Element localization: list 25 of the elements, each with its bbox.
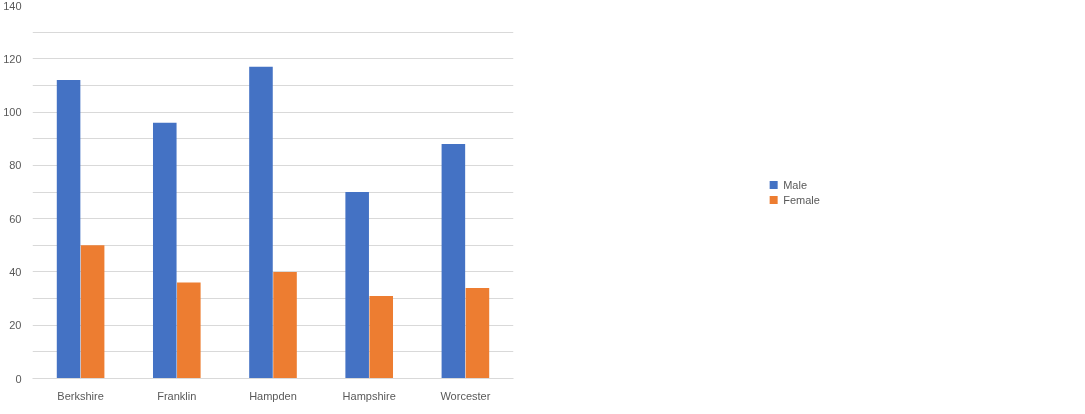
bar <box>441 144 466 379</box>
y-tick-label: 60 <box>9 212 22 225</box>
x-tick-label: Worcester <box>440 389 491 402</box>
bar <box>273 271 297 379</box>
x-tick-label: Hampshire <box>342 389 396 402</box>
x-tick-label: Berkshire <box>57 389 104 402</box>
y-tick-label: 140 <box>3 0 22 12</box>
y-tick-label: 80 <box>9 159 22 172</box>
bar <box>465 287 490 379</box>
legend-label: Male <box>783 178 807 190</box>
y-tick-label: 20 <box>9 319 22 332</box>
bar <box>369 295 394 379</box>
bar <box>80 245 105 379</box>
bar <box>56 80 81 379</box>
x-tick-label: Franklin <box>157 389 197 402</box>
bar <box>249 66 273 379</box>
y-tick-label: 40 <box>9 265 22 278</box>
y-tick-label: 120 <box>3 52 22 65</box>
legend-label: Female <box>783 193 820 205</box>
bar <box>177 282 201 379</box>
bar <box>345 192 369 379</box>
y-tick-label: 100 <box>3 106 22 119</box>
y-tick-label: 0 <box>15 372 22 385</box>
x-tick-label: Hampden <box>249 389 297 402</box>
bar <box>152 122 177 379</box>
